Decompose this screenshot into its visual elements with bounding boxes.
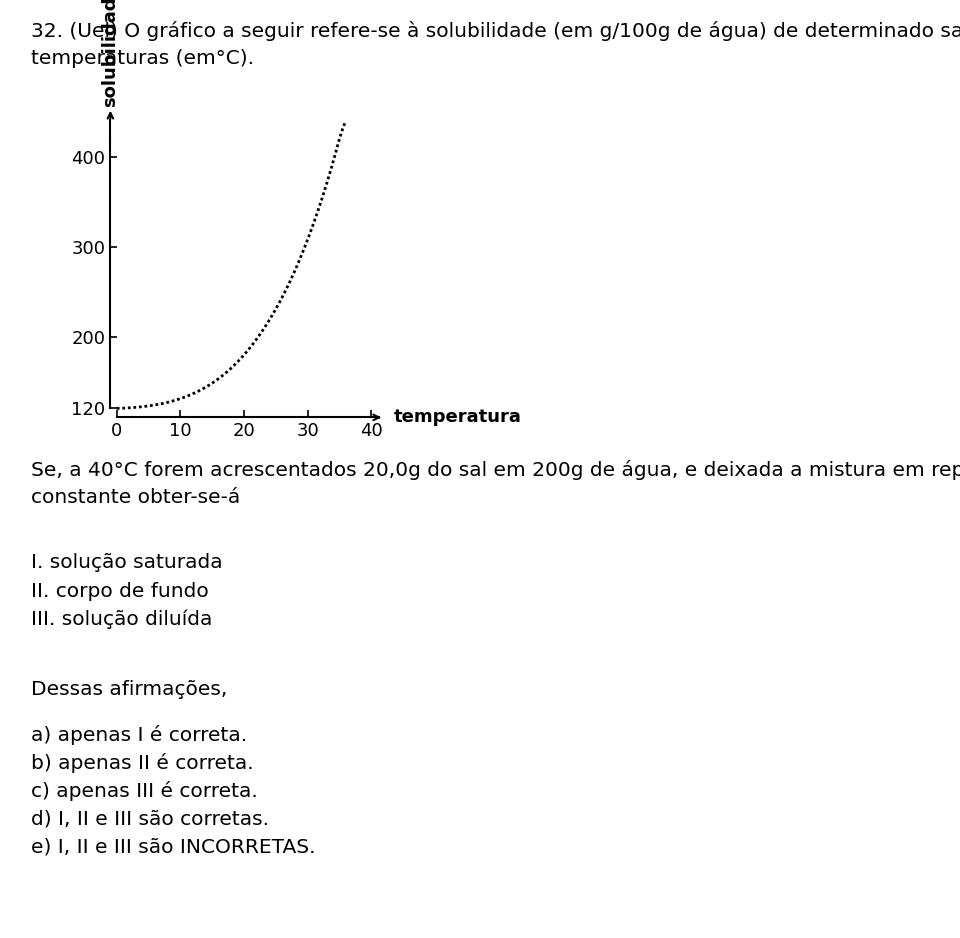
Text: e) I, II e III são INCORRETAS.: e) I, II e III são INCORRETAS. — [31, 838, 315, 856]
Text: Dessas afirmações,: Dessas afirmações, — [31, 680, 228, 699]
Text: b) apenas II é correta.: b) apenas II é correta. — [31, 753, 253, 773]
Text: solubilidade: solubilidade — [102, 0, 119, 107]
Text: c) apenas III é correta.: c) apenas III é correta. — [31, 781, 257, 801]
Text: constante obter-se-á: constante obter-se-á — [31, 488, 240, 507]
Text: I. solução saturada: I. solução saturada — [31, 553, 223, 572]
Text: temperatura: temperatura — [394, 408, 521, 427]
Text: 32. (Uel) O gráfico a seguir refere-se à solubilidade (em g/100g de água) de det: 32. (Uel) O gráfico a seguir refere-se à… — [31, 21, 960, 40]
Text: a) apenas I é correta.: a) apenas I é correta. — [31, 725, 247, 745]
Text: d) I, II e III são corretas.: d) I, II e III são corretas. — [31, 809, 269, 828]
Text: III. solução diluída: III. solução diluída — [31, 610, 212, 629]
Text: Se, a 40°C forem acrescentados 20,0g do sal em 200g de água, e deixada a mistura: Se, a 40°C forem acrescentados 20,0g do … — [31, 460, 960, 479]
Text: II. corpo de fundo: II. corpo de fundo — [31, 582, 208, 600]
Text: temperaturas (em°C).: temperaturas (em°C). — [31, 49, 253, 68]
